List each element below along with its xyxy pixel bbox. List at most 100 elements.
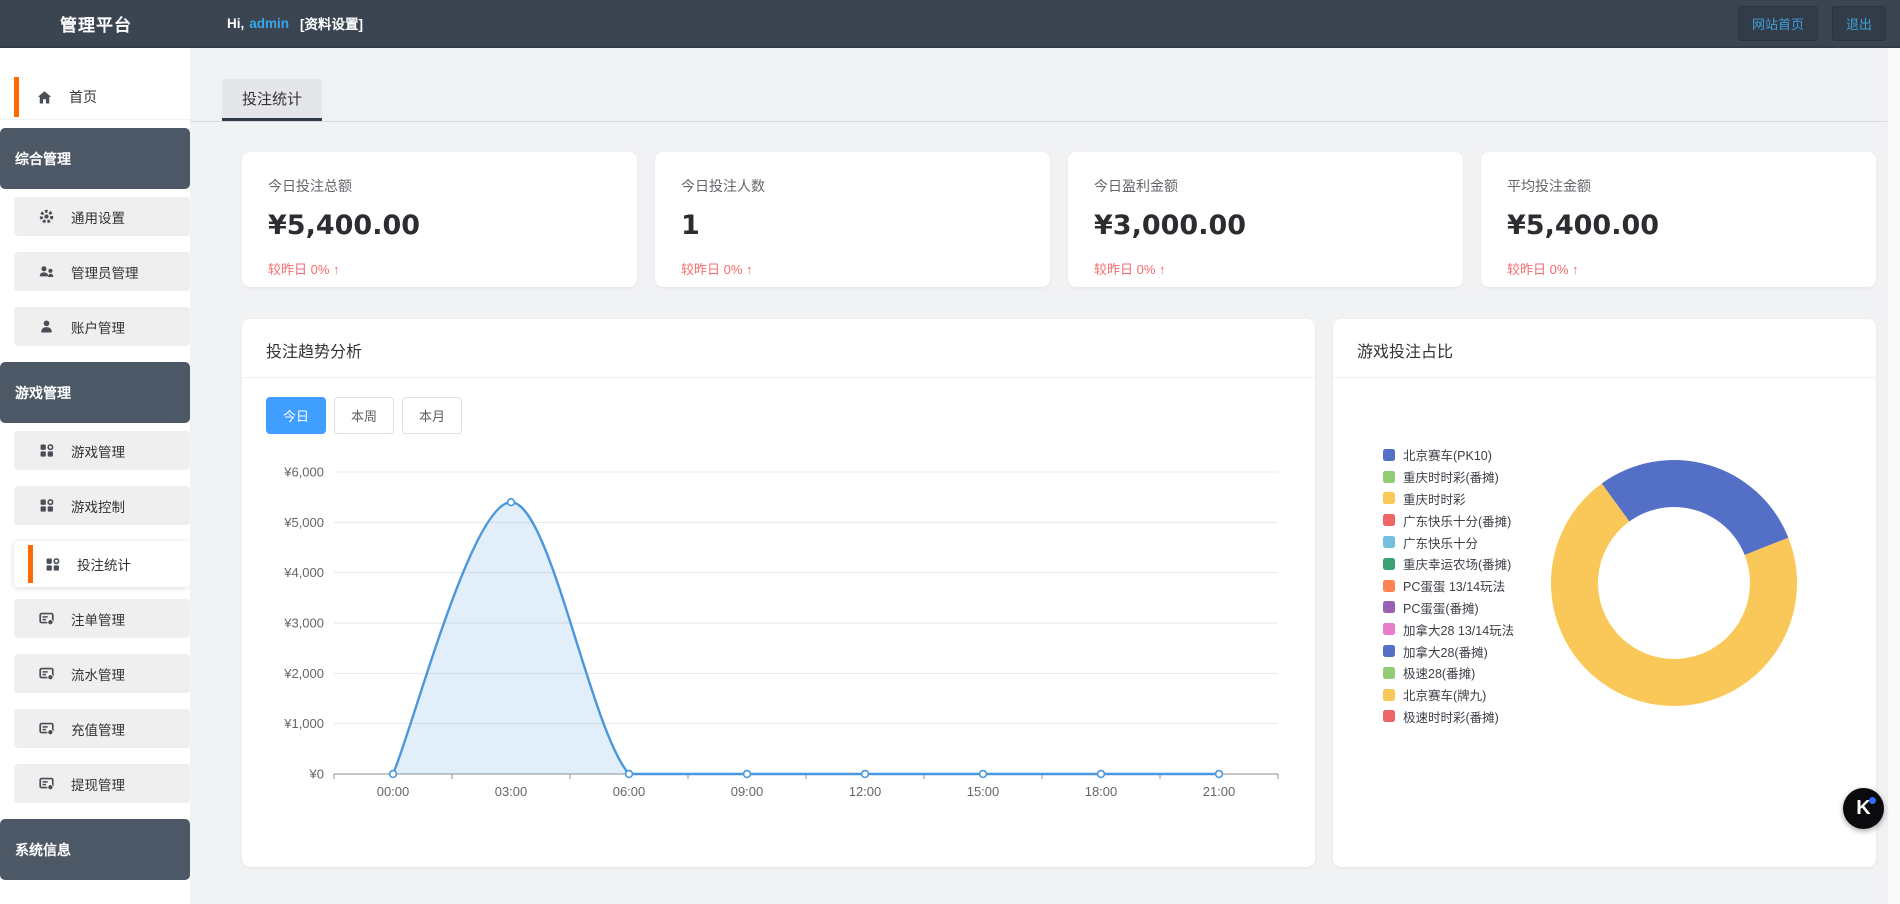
legend-item[interactable]: 广东快乐十分(番摊) [1383,509,1514,531]
sidebar-section-header[interactable]: 综合管理 [0,128,190,189]
legend-item[interactable]: 极速时时彩(番摊) [1383,706,1514,728]
apps-icon [44,556,61,573]
stat-card-label: 今日投注人数 [681,176,1024,196]
legend-swatch [1383,471,1395,483]
svg-text:¥1,000: ¥1,000 [283,716,324,731]
stat-card-delta: 较昨日 0% ↑ [1507,259,1850,278]
brand-badge[interactable]: K [1843,788,1884,829]
donut-chart-svg [1539,448,1809,718]
svg-text:15:00: 15:00 [967,784,1000,799]
stat-card-value: 1 [681,210,1024,241]
legend-item[interactable]: 北京赛车(PK10) [1383,444,1514,466]
sidebar-item-label: 投注统计 [77,554,131,574]
legend-item[interactable]: 广东快乐十分 [1383,531,1514,553]
sidebar-item[interactable]: 流水管理 [14,654,190,693]
legend-swatch [1383,514,1395,526]
svg-text:¥4,000: ¥4,000 [283,565,324,580]
stat-card-delta: 较昨日 0% ↑ [681,259,1024,278]
home-icon [36,89,53,106]
legend-swatch [1383,601,1395,613]
trend-filter-row: 今日本周本月 [242,378,1315,440]
legend-item[interactable]: PC蛋蛋(番摊) [1383,597,1514,619]
badge-dot [1869,797,1876,804]
sidebar-section-label: 综合管理 [15,149,71,169]
sidebar-item-label: 充值管理 [71,719,125,739]
app-title: 管理平台 [60,11,132,36]
legend-item[interactable]: PC蛋蛋 13/14玩法 [1383,575,1514,597]
sidebar-section-header[interactable]: 系统信息 [0,819,190,880]
legend-label: PC蛋蛋 13/14玩法 [1403,576,1505,595]
stat-card: 平均投注金额¥5,400.00较昨日 0% ↑ [1481,152,1876,287]
apps-icon [38,497,55,514]
pie-legend: 北京赛车(PK10)重庆时时彩(番摊)重庆时时彩广东快乐十分(番摊)广东快乐十分… [1383,444,1514,727]
sidebar-section-header[interactable]: 游戏管理 [0,362,190,423]
user-greeting: Hi, admin [资料设置] [227,13,363,33]
svg-text:18:00: 18:00 [1085,784,1118,799]
legend-item[interactable]: 北京赛车(牌九) [1383,684,1514,706]
sidebar-item[interactable]: 游戏控制 [14,486,190,525]
trend-chart: ¥0¥1,000¥2,000¥3,000¥4,000¥5,000¥6,00000… [242,440,1315,825]
stat-card-value: ¥5,400.00 [268,210,611,241]
sidebar-item-label: 账户管理 [71,317,125,337]
sidebar-item[interactable]: 首页 [0,75,190,120]
svg-text:00:00: 00:00 [377,784,410,799]
stat-card: 今日盈利金额¥3,000.00较昨日 0% ↑ [1068,152,1463,287]
panels-row: 投注趋势分析 今日本周本月 ¥0¥1,000¥2,000¥3,000¥4,000… [242,319,1876,867]
sidebar-item-label: 游戏管理 [71,441,125,461]
orders-icon [38,775,55,792]
legend-item[interactable]: 重庆幸运农场(番摊) [1383,553,1514,575]
username-link[interactable]: admin [249,16,289,31]
stat-card: 今日投注总额¥5,400.00较昨日 0% ↑ [242,152,637,287]
greeting-prefix: Hi, [227,16,244,31]
sidebar-item-label: 管理员管理 [71,262,139,282]
sidebar-section-label: 系统信息 [15,840,71,860]
svg-text:¥0: ¥0 [309,767,324,782]
scrollbar[interactable] [1887,48,1900,904]
sidebar-item[interactable]: 充值管理 [14,709,190,748]
sidebar-item[interactable]: 注单管理 [14,599,190,638]
sidebar-item-active[interactable]: 投注统计 [14,541,190,587]
active-indicator-bar [28,545,33,583]
site-home-button[interactable]: 网站首页 [1738,6,1818,41]
logout-button[interactable]: 退出 [1832,6,1886,41]
trend-filter-button[interactable]: 本月 [402,397,462,434]
trend-panel: 投注趋势分析 今日本周本月 ¥0¥1,000¥2,000¥3,000¥4,000… [242,319,1315,867]
sidebar-item[interactable]: 通用设置 [14,197,190,236]
pie-panel: 游戏投注占比 北京赛车(PK10)重庆时时彩(番摊)重庆时时彩广东快乐十分(番摊… [1333,319,1876,867]
legend-swatch [1383,710,1395,722]
legend-item[interactable]: 重庆时时彩(番摊) [1383,466,1514,488]
line-chart-svg: ¥0¥1,000¥2,000¥3,000¥4,000¥5,000¥6,00000… [256,448,1296,820]
sidebar-item[interactable]: 游戏管理 [14,431,190,470]
active-indicator-bar [14,77,19,117]
sidebar-item[interactable]: 账户管理 [14,307,190,346]
legend-swatch [1383,580,1395,592]
stat-card: 今日投注人数 1 较昨日 0% ↑ [655,152,1050,287]
pie-body: 北京赛车(PK10)重庆时时彩(番摊)重庆时时彩广东快乐十分(番摊)广东快乐十分… [1333,378,1876,858]
sidebar-section-label: 游戏管理 [15,383,71,403]
admins-icon [38,263,55,280]
svg-text:¥2,000: ¥2,000 [283,666,324,681]
legend-item[interactable]: 极速28(番摊) [1383,662,1514,684]
svg-text:06:00: 06:00 [613,784,646,799]
legend-item[interactable]: 加拿大28(番摊) [1383,640,1514,662]
user-icon [38,318,55,335]
svg-text:¥3,000: ¥3,000 [283,616,324,631]
legend-swatch [1383,645,1395,657]
stat-card-label: 平均投注金额 [1507,176,1850,196]
sidebar-item[interactable]: 管理员管理 [14,252,190,291]
legend-label: 极速时时彩(番摊) [1403,707,1499,726]
sidebar-item[interactable]: 提现管理 [14,764,190,803]
legend-item[interactable]: 重庆时时彩 [1383,488,1514,510]
svg-text:12:00: 12:00 [849,784,882,799]
legend-item[interactable]: 加拿大28 13/14玩法 [1383,618,1514,640]
trend-filter-button[interactable]: 今日 [266,397,326,434]
sidebar-item-label: 流水管理 [71,664,125,684]
topbar: 管理平台 Hi, admin [资料设置] 网站首页 退出 [0,0,1900,48]
trend-filter-button[interactable]: 本周 [334,397,394,434]
svg-text:03:00: 03:00 [495,784,528,799]
legend-label: 广东快乐十分(番摊) [1403,511,1511,530]
profile-settings-link[interactable]: [资料设置] [300,13,363,33]
gear-icon [38,208,55,225]
tab-bet-statistics[interactable]: 投注统计 [222,79,322,121]
legend-swatch [1383,492,1395,504]
